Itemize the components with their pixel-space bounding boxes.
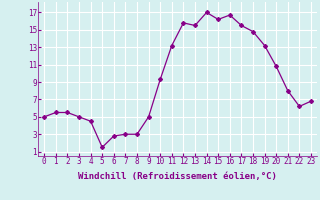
X-axis label: Windchill (Refroidissement éolien,°C): Windchill (Refroidissement éolien,°C) [78, 172, 277, 181]
